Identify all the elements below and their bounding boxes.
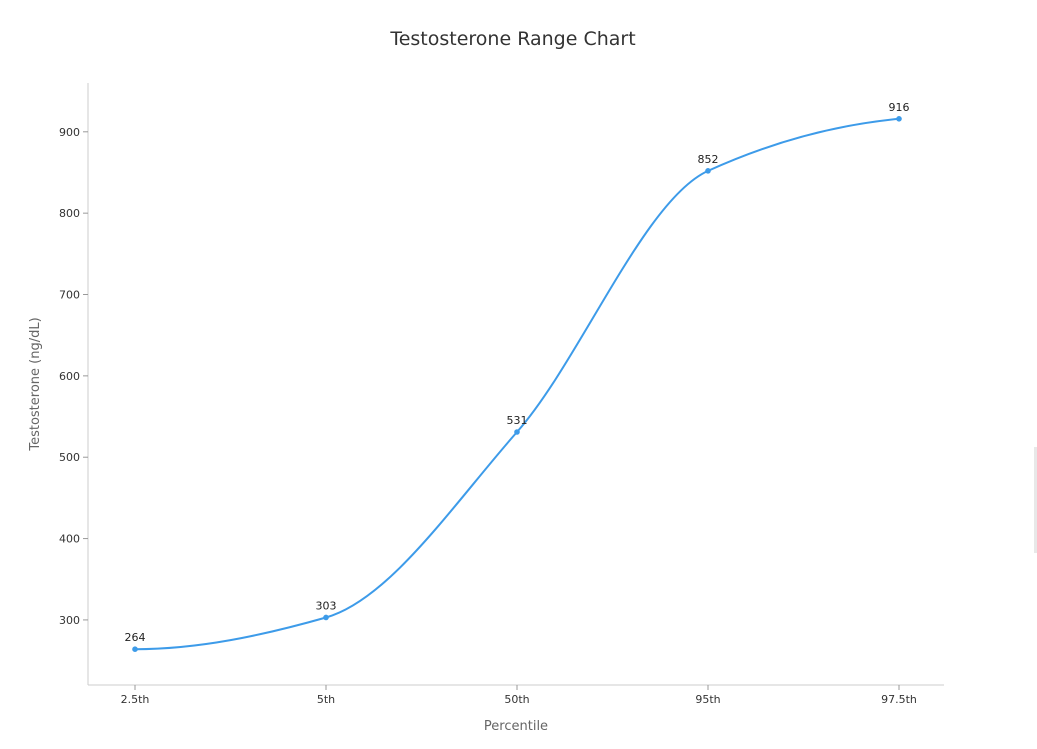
data-points <box>132 115 902 653</box>
series-line <box>134 117 900 651</box>
data-label: 264 <box>125 631 146 644</box>
plot-area: 300 400 500 600 700 800 900 2.5th 5th 50th 95th 97… <box>59 83 944 706</box>
y-tick-label: 600 <box>59 370 80 383</box>
y-tick-label: 900 <box>59 126 80 139</box>
x-tick-label: 97.5th <box>881 693 917 706</box>
data-point[interactable] <box>514 429 520 435</box>
x-tick-label: 2.5th <box>121 693 150 706</box>
x-axis-ticks: 2.5th 5th 50th 95th 97.5th <box>121 685 917 706</box>
data-point[interactable] <box>323 614 329 621</box>
x-tick-label: 5th <box>317 693 335 706</box>
y-tick-label: 500 <box>59 451 80 464</box>
data-labels: 264 303 531 852 916 <box>125 101 910 644</box>
x-tick-label: 50th <box>504 693 529 706</box>
data-label: 916 <box>889 101 910 114</box>
chart-title: Testosterone Range Chart <box>389 28 635 50</box>
data-point[interactable] <box>896 115 902 122</box>
y-tick-label: 700 <box>59 289 80 302</box>
x-tick-label: 95th <box>695 693 720 706</box>
x-axis-title: Percentile <box>484 719 548 734</box>
data-label: 852 <box>698 153 719 166</box>
y-tick-label: 300 <box>59 614 80 627</box>
y-tick-label: 400 <box>59 533 80 546</box>
data-point[interactable] <box>705 168 711 174</box>
data-label: 531 <box>507 414 528 427</box>
y-axis-title: Testosterone (ng/dL) <box>28 317 43 451</box>
scrollbar-edge[interactable] <box>1034 447 1037 553</box>
y-axis-ticks: 300 400 500 600 700 800 900 <box>59 126 88 627</box>
data-point[interactable] <box>132 646 138 653</box>
y-tick-label: 800 <box>59 207 80 220</box>
data-label: 303 <box>316 599 337 612</box>
